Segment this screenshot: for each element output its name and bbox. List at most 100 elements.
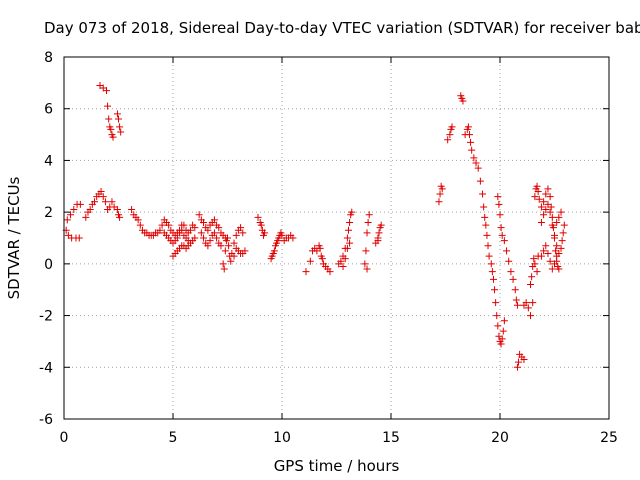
data-point <box>224 234 231 242</box>
data-point <box>365 211 373 219</box>
y-tick-label: 6 <box>44 102 53 118</box>
data-point <box>546 257 554 265</box>
data-point <box>555 265 563 273</box>
data-point <box>306 257 314 265</box>
data-points <box>62 81 568 371</box>
x-tick-label: 0 <box>60 430 69 446</box>
grid-lines <box>64 57 609 419</box>
data-point <box>531 260 539 268</box>
data-point <box>483 231 491 239</box>
data-point <box>337 257 345 265</box>
data-point <box>542 242 550 250</box>
data-point <box>537 252 545 260</box>
data-point <box>91 198 99 206</box>
data-point <box>361 260 369 268</box>
data-point <box>458 94 466 102</box>
data-point <box>363 265 371 273</box>
data-point <box>548 213 556 221</box>
data-point <box>257 221 265 229</box>
data-point <box>115 115 122 123</box>
data-point <box>213 234 221 242</box>
data-point <box>515 358 523 366</box>
data-point <box>464 123 472 131</box>
data-point <box>498 335 506 343</box>
data-point <box>476 177 484 185</box>
data-point <box>496 211 504 219</box>
axis-ticks <box>63 56 610 420</box>
data-point <box>316 244 324 252</box>
data-point <box>134 216 142 224</box>
y-tick-label: -6 <box>39 412 53 428</box>
y-tick-label: 8 <box>44 50 53 66</box>
data-point <box>548 221 556 229</box>
y-tick-label: 2 <box>44 205 53 221</box>
data-point <box>346 218 354 226</box>
data-point <box>448 123 456 131</box>
data-point <box>500 317 508 325</box>
data-point <box>540 247 548 255</box>
data-point <box>484 242 492 250</box>
data-point <box>444 136 452 144</box>
data-point <box>197 229 205 237</box>
data-point <box>436 190 444 198</box>
data-point <box>533 182 541 190</box>
data-point <box>239 229 247 237</box>
data-point <box>487 260 495 268</box>
data-point <box>474 164 482 172</box>
data-point <box>534 187 542 195</box>
data-point <box>528 273 536 281</box>
data-point <box>497 340 505 348</box>
data-point <box>67 211 75 219</box>
data-point <box>113 110 121 118</box>
data-point <box>103 87 111 95</box>
data-point <box>544 185 552 193</box>
y-tick-label: -2 <box>39 309 53 325</box>
x-tick-label: 15 <box>382 430 400 446</box>
data-point <box>503 247 511 255</box>
data-point <box>557 244 565 252</box>
data-point <box>551 260 558 268</box>
data-point <box>540 198 548 206</box>
data-point <box>136 221 144 229</box>
data-point <box>520 356 528 364</box>
data-point <box>544 250 552 258</box>
data-point <box>230 252 238 260</box>
data-point <box>375 229 383 237</box>
data-point <box>278 231 286 239</box>
data-point <box>537 218 545 226</box>
data-point <box>191 224 199 232</box>
x-axis-title: GPS time / hours <box>274 457 400 475</box>
data-point <box>191 234 199 242</box>
data-point <box>542 190 550 198</box>
data-point <box>524 304 532 312</box>
data-point <box>210 229 218 237</box>
data-point <box>237 224 245 232</box>
data-point <box>505 257 513 265</box>
data-point <box>76 200 84 208</box>
data-point <box>217 242 225 250</box>
chart-title: Day 073 of 2018, Sidereal Day-to-day VTE… <box>44 19 640 37</box>
data-point <box>374 237 382 245</box>
data-point <box>540 211 548 219</box>
data-point <box>339 262 347 270</box>
data-point <box>113 206 121 214</box>
data-point <box>553 242 561 250</box>
data-point <box>232 231 240 239</box>
data-point <box>560 221 568 229</box>
data-point <box>465 131 473 139</box>
x-tick-label: 25 <box>600 430 618 446</box>
data-point <box>344 226 352 234</box>
data-point <box>512 296 520 304</box>
data-point <box>494 193 502 201</box>
y-axis-title: SDTVAR / TECUs <box>5 176 23 299</box>
x-tick-label: 5 <box>169 430 178 446</box>
data-point <box>109 133 117 141</box>
data-point <box>529 299 537 307</box>
tick-labels: 0 5 10 15 20 25 -6 -4 -2 0 2 4 6 8 <box>39 50 618 446</box>
data-point <box>489 275 497 283</box>
data-point <box>559 229 567 237</box>
data-point <box>326 268 334 276</box>
data-point <box>105 115 113 123</box>
data-point <box>254 213 262 221</box>
data-point <box>495 200 503 208</box>
